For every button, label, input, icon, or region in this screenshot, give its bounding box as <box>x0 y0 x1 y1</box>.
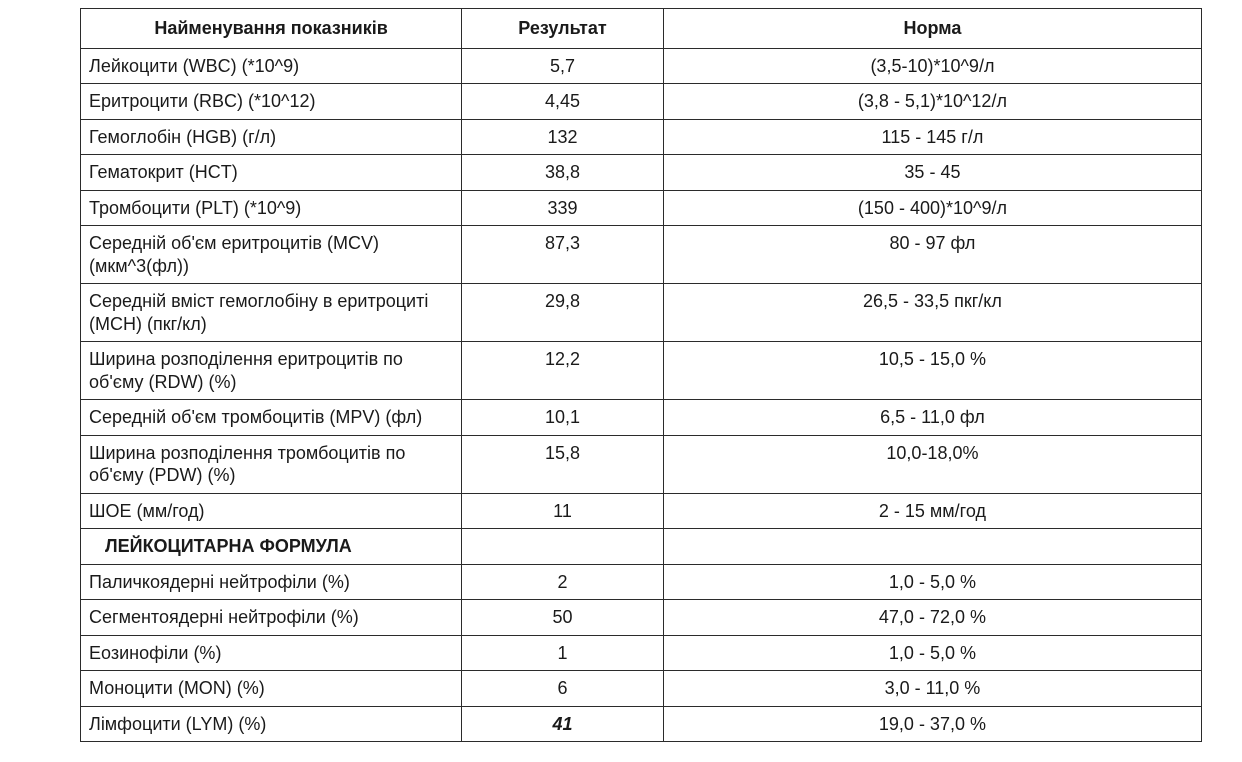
cell-norm <box>663 529 1201 565</box>
cell-norm: 80 - 97 фл <box>663 226 1201 284</box>
cell-name: Лімфоцити (LYM) (%) <box>81 706 462 742</box>
cell-result: 12,2 <box>462 342 664 400</box>
table-row: Еритроцити (RBC) (*10^12)4,45(3,8 - 5,1)… <box>81 84 1202 120</box>
table-row: Гематокрит (HCT)38,835 - 45 <box>81 155 1202 191</box>
cell-result: 41 <box>462 706 664 742</box>
table-row: Паличкоядерні нейтрофіли (%)21,0 - 5,0 % <box>81 564 1202 600</box>
cell-norm: 1,0 - 5,0 % <box>663 564 1201 600</box>
table-row: Середній вміст гемоглобіну в еритроциті … <box>81 284 1202 342</box>
cell-norm: 115 - 145 г/л <box>663 119 1201 155</box>
emphasized-value: 41 <box>552 714 572 734</box>
cell-result: 29,8 <box>462 284 664 342</box>
cell-name: ШОЕ (мм/год) <box>81 493 462 529</box>
cell-norm: (3,5-10)*10^9/л <box>663 48 1201 84</box>
cell-name: Ширина розподілення тромбоцитів по об'єм… <box>81 435 462 493</box>
cell-result: 38,8 <box>462 155 664 191</box>
cell-name: Гематокрит (HCT) <box>81 155 462 191</box>
cell-norm: 3,0 - 11,0 % <box>663 671 1201 707</box>
table-row: Еозинофіли (%)11,0 - 5,0 % <box>81 635 1202 671</box>
cell-name: Середній об'єм тромбоцитів (MPV) (фл) <box>81 400 462 436</box>
cell-result: 6 <box>462 671 664 707</box>
table-row: Ширина розподілення тромбоцитів по об'єм… <box>81 435 1202 493</box>
cell-result: 2 <box>462 564 664 600</box>
table-row: Моноцити (MON) (%)63,0 - 11,0 % <box>81 671 1202 707</box>
table-row: ШОЕ (мм/год)112 - 15 мм/год <box>81 493 1202 529</box>
col-header-result: Результат <box>462 9 664 49</box>
cell-name: Тромбоцити (PLT) (*10^9) <box>81 190 462 226</box>
cell-norm: 35 - 45 <box>663 155 1201 191</box>
section-row: ЛЕЙКОЦИТАРНА ФОРМУЛА <box>81 529 1202 565</box>
col-header-norm: Норма <box>663 9 1201 49</box>
table-row: Середній об'єм тромбоцитів (MPV) (фл)10,… <box>81 400 1202 436</box>
cell-result: 132 <box>462 119 664 155</box>
table-header-row: Найменування показників Результат Норма <box>81 9 1202 49</box>
cell-name: Паличкоядерні нейтрофіли (%) <box>81 564 462 600</box>
cell-name: Моноцити (MON) (%) <box>81 671 462 707</box>
cell-name: Середній вміст гемоглобіну в еритроциті … <box>81 284 462 342</box>
lab-report-page: Найменування показників Результат Норма … <box>0 0 1242 762</box>
cell-name: Еритроцити (RBC) (*10^12) <box>81 84 462 120</box>
cell-name: Середній об'єм еритроцитів (MCV) (мкм^3(… <box>81 226 462 284</box>
cell-result: 15,8 <box>462 435 664 493</box>
cell-result: 11 <box>462 493 664 529</box>
cell-norm: 47,0 - 72,0 % <box>663 600 1201 636</box>
cell-result: 339 <box>462 190 664 226</box>
table-row: Ширина розподілення еритроцитів по об'єм… <box>81 342 1202 400</box>
table-row: Сегментоядерні нейтрофіли (%)5047,0 - 72… <box>81 600 1202 636</box>
cell-norm: (150 - 400)*10^9/л <box>663 190 1201 226</box>
cell-name: Еозинофіли (%) <box>81 635 462 671</box>
table-row: Лімфоцити (LYM) (%) 41 19,0 - 37,0 % <box>81 706 1202 742</box>
col-header-name: Найменування показників <box>81 9 462 49</box>
cell-result: 1 <box>462 635 664 671</box>
cell-norm: 1,0 - 5,0 % <box>663 635 1201 671</box>
cell-norm: 10,5 - 15,0 % <box>663 342 1201 400</box>
table-row: Тромбоцити (PLT) (*10^9)339(150 - 400)*1… <box>81 190 1202 226</box>
cell-result: 10,1 <box>462 400 664 436</box>
cell-result <box>462 529 664 565</box>
table-row: Гемоглобін (HGB) (г/л)132115 - 145 г/л <box>81 119 1202 155</box>
cell-name: Ширина розподілення еритроцитів по об'єм… <box>81 342 462 400</box>
cell-norm: 6,5 - 11,0 фл <box>663 400 1201 436</box>
cell-result: 87,3 <box>462 226 664 284</box>
cell-result: 5,7 <box>462 48 664 84</box>
cell-name: Лейкоцити (WBC) (*10^9) <box>81 48 462 84</box>
cell-norm: 2 - 15 мм/год <box>663 493 1201 529</box>
cell-name: Гемоглобін (HGB) (г/л) <box>81 119 462 155</box>
cell-norm: 19,0 - 37,0 % <box>663 706 1201 742</box>
cell-norm: (3,8 - 5,1)*10^12/л <box>663 84 1201 120</box>
table-row: Лейкоцити (WBC) (*10^9)5,7(3,5-10)*10^9/… <box>81 48 1202 84</box>
table-row: Середній об'єм еритроцитів (MCV) (мкм^3(… <box>81 226 1202 284</box>
cell-norm: 26,5 - 33,5 пкг/кл <box>663 284 1201 342</box>
cell-norm: 10,0-18,0% <box>663 435 1201 493</box>
cell-name: ЛЕЙКОЦИТАРНА ФОРМУЛА <box>81 529 462 565</box>
lab-results-table: Найменування показників Результат Норма … <box>80 8 1202 742</box>
cell-result: 50 <box>462 600 664 636</box>
cell-name: Сегментоядерні нейтрофіли (%) <box>81 600 462 636</box>
cell-result: 4,45 <box>462 84 664 120</box>
